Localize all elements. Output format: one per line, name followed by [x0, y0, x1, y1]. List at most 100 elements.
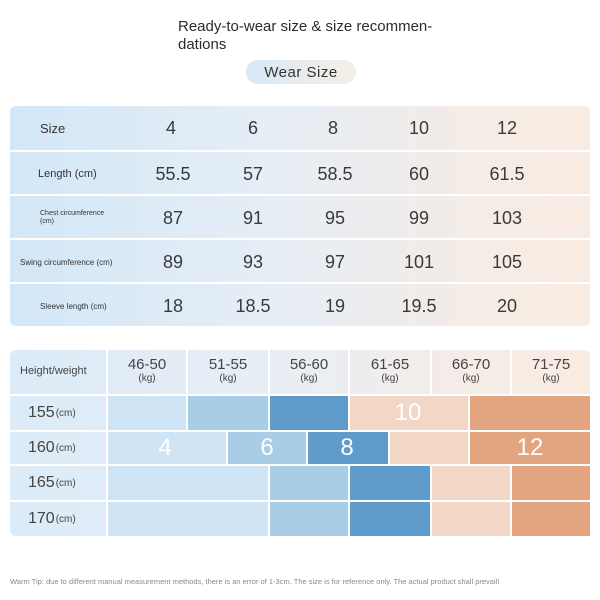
fit-block: [432, 502, 510, 536]
size-col-header: 10: [408, 117, 430, 138]
weight-unit: (kg): [300, 373, 318, 384]
size-cell: 57: [242, 163, 264, 184]
fit-block: [108, 432, 226, 464]
size-cell: 105: [491, 251, 523, 272]
fit-block: [470, 432, 590, 464]
weight-range: 46-50: [127, 356, 167, 373]
weight-range: 51-55: [208, 356, 248, 373]
size-cell: 19.5: [401, 295, 437, 316]
fit-block: [308, 432, 388, 464]
size-row-chest: Chest circumference (cm) 87 91 95 99 103: [10, 194, 590, 240]
height-row-label: 160 (cm): [10, 432, 106, 464]
size-header-label: Size: [10, 106, 168, 150]
size-col-header: 8: [327, 117, 338, 138]
size-cell: 93: [242, 251, 264, 272]
fit-block: [270, 466, 348, 500]
size-row-label-text: Chest circumference (cm): [40, 210, 105, 225]
height-row-label: 170 (cm): [10, 502, 106, 536]
weight-column-header: 71-75 (kg): [512, 350, 590, 392]
height-value: 160: [28, 439, 55, 456]
size-cell: 87: [162, 207, 184, 228]
fit-block: [432, 466, 510, 500]
weight-column-header: 66-70 (kg): [432, 350, 510, 392]
height-row-label: 155 (cm): [10, 396, 106, 430]
size-cell: 18: [162, 295, 184, 316]
fit-size-label: 6: [260, 434, 274, 461]
page-title: Ready-to-wear size & size recommen- dati…: [178, 18, 478, 54]
height-unit: (cm): [55, 442, 76, 454]
size-cell: 99: [408, 207, 430, 228]
height-unit: (cm): [55, 477, 76, 489]
divider: [268, 350, 270, 394]
fit-block: [512, 502, 590, 536]
size-row-label-text: Length (cm): [38, 168, 97, 180]
size-cell: 60: [408, 163, 430, 184]
divider: [430, 350, 432, 394]
weight-range: 56-60: [289, 356, 329, 373]
weight-unit: (kg): [138, 373, 156, 384]
size-cell: 91: [242, 207, 264, 228]
size-col-header: 6: [247, 117, 258, 138]
size-col-header: 12: [496, 117, 518, 138]
size-cell: 101: [403, 251, 435, 272]
fit-block: [270, 396, 348, 430]
wear-size-badge-label: Wear Size: [264, 63, 338, 81]
size-row-label: Length (cm): [10, 152, 166, 196]
title-line-1: Ready-to-wear size & size recommen-: [178, 18, 433, 35]
weight-column-header: 51-55 (kg): [188, 350, 268, 392]
weight-unit: (kg): [542, 373, 560, 384]
size-cell: 58.5: [317, 163, 353, 184]
height-row-label: 165 (cm): [10, 466, 106, 500]
size-row-label: Chest circumference (cm): [10, 196, 120, 240]
height-unit: (cm): [55, 407, 76, 419]
weight-unit: (kg): [219, 373, 237, 384]
fit-size-label: 8: [340, 434, 354, 461]
fit-size-label: 4: [158, 434, 172, 461]
size-col-header: 4: [165, 117, 176, 138]
fit-block: [470, 396, 590, 430]
height-value: 165: [28, 474, 55, 491]
weight-column-header: 56-60 (kg): [270, 350, 348, 392]
size-row-label-text: Sleeve length (cm): [40, 301, 107, 311]
fit-block: [390, 432, 468, 464]
size-table: Size 4 6 8 10 12 Length (cm) 55.5 57 58.…: [10, 106, 590, 326]
fit-block: [108, 466, 268, 500]
height-value: 155: [28, 404, 55, 421]
wear-size-badge: Wear Size: [246, 60, 356, 84]
fit-block: [270, 502, 348, 536]
fit-size-label: 12: [516, 434, 544, 461]
divider: [510, 350, 512, 394]
fit-block: [350, 502, 430, 536]
size-cell: 97: [324, 251, 346, 272]
size-row-label-text: Swing circumference (cm): [20, 257, 113, 267]
fit-block: [350, 466, 430, 500]
weight-range: 66-70: [451, 356, 491, 373]
size-cell: 61.5: [489, 163, 525, 184]
size-cell: 19: [324, 295, 346, 316]
weight-unit: (kg): [462, 373, 480, 384]
size-cell: 18.5: [235, 295, 271, 316]
fit-block: [512, 466, 590, 500]
title-line-2: dations: [178, 36, 227, 53]
size-row-swing: Swing circumference (cm) 89 93 97 101 10…: [10, 238, 590, 284]
size-row-label: Sleeve length (cm): [10, 284, 168, 328]
weight-range: 61-65: [370, 356, 410, 373]
fit-block: [228, 432, 306, 464]
size-cell: 20: [496, 295, 518, 316]
size-header-row: Size 4 6 8 10 12: [10, 106, 590, 150]
divider: [106, 350, 108, 536]
weight-column-header: 46-50 (kg): [108, 350, 186, 392]
weight-unit: (kg): [381, 373, 399, 384]
corner-label-text: Height/weight: [20, 365, 87, 377]
size-cell: 103: [491, 207, 523, 228]
divider: [348, 350, 350, 394]
size-header-label-text: Size: [40, 120, 66, 136]
height-weight-corner-label: Height/weight: [10, 350, 106, 392]
height-weight-table: Height/weight 46-50 (kg) 51-55 (kg) 56-6…: [10, 350, 590, 536]
height-unit: (cm): [55, 513, 76, 525]
fit-size-label: 10: [394, 399, 422, 426]
height-value: 170: [28, 510, 55, 527]
warm-tip: Warm Tip: due to different manual measur…: [10, 577, 500, 586]
weight-range: 71-75: [531, 356, 571, 373]
size-row-length: Length (cm) 55.5 57 58.5 60 61.5: [10, 150, 590, 196]
